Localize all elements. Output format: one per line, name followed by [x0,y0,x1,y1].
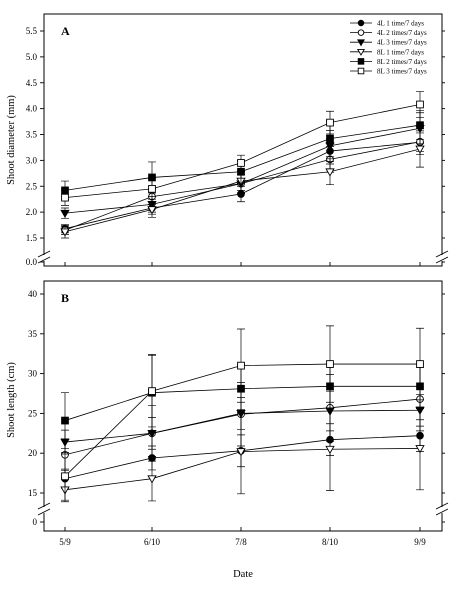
x-tick-label: 9/9 [414,537,426,547]
legend-marker [357,67,365,75]
data-point [60,209,70,218]
legend-marker [357,19,365,27]
legend-entry-6: 8L 3 times/7 days [350,68,427,76]
data-point [326,118,334,127]
legend-entry-3: 4L 3 times/7 days [350,39,427,47]
data-point [415,145,425,154]
plot-frame [43,13,443,267]
data-point [236,448,246,457]
y-tick-label: 25 [28,408,38,418]
data-point [61,472,69,481]
y-tick-label: 35 [28,329,38,339]
y-tick-label: 1.5 [26,233,38,243]
legend-marker [357,39,365,47]
legend-marker [357,48,365,56]
y-axis-break-left [37,502,51,516]
legend-marker [357,58,365,65]
panel-b-shoot-length: 0 15 20 25 30 35 40 Shoot length (cm) B [6,280,449,532]
legend-marker [357,29,365,36]
legend-entry-2: 4L 2 times/7 days [350,29,427,37]
data-point [415,445,425,454]
legend-entry-1: 4L 1 time/7 days [350,20,424,28]
legend-entry-5: 8L 2 times/7 days [350,58,427,66]
series-6 [61,325,424,501]
panel-label: B [61,291,69,305]
x-tick-label: 6/10 [144,537,161,547]
panel-label: A [61,24,70,38]
y-tick-label: 3.0 [26,155,38,165]
series-line [64,398,421,456]
series-4 [60,406,425,503]
x-axis-label: Date [233,569,253,580]
legend-label: 8L 1 time/7 days [377,48,424,56]
y-tick-label: 2.5 [26,181,38,191]
data-point [61,416,69,425]
series-line [64,448,421,491]
y-tick-label: 5.0 [26,52,38,62]
series-1 [61,419,424,489]
y-tick-label: 4.0 [26,104,38,114]
data-point [61,193,69,202]
y-tick-label: 0 [33,517,38,527]
legend-label: 8L 3 times/7 days [377,68,427,76]
data-point [416,100,424,109]
legend-label: 4L 1 time/7 days [377,20,424,28]
y-axis-break-gap [38,507,50,513]
x-tick-label: 5/9 [59,537,71,547]
y-tick-label: 0.0 [26,257,38,267]
data-point [147,206,157,215]
plot-frame [43,280,443,532]
y-tick-label: 3.5 [26,130,38,140]
x-tick-label: 8/10 [322,537,339,547]
y-tick-label: 2.0 [26,207,38,217]
y-axis-label: Shoot length (cm) [6,362,17,438]
data-point [325,168,335,177]
data-point [325,445,335,455]
y-tick-label: 30 [28,369,38,379]
data-point [148,387,156,395]
y-tick-label: 15 [28,488,38,498]
series-2 [61,366,424,472]
x-axis: 5/9 6/10 7/8 8/10 9/9 Date [59,537,426,580]
y-tick-label: 5.5 [26,26,38,36]
legend-label: 4L 3 times/7 days [377,39,427,47]
legend-entry-4: 8L 1 time/7 days [350,48,424,56]
y-axis-break-right [435,250,449,264]
y-tick-label: 20 [28,448,38,458]
legend-label: 8L 2 times/7 days [377,58,427,66]
data-point [147,475,157,484]
series-6 [61,91,424,206]
y-axis-label: Shoot diameter (mm) [6,95,17,185]
data-point [237,361,245,370]
y-axis-break-gap [38,255,50,261]
data-point [326,360,334,368]
y-axis-break-gap [436,507,448,513]
data-point [148,184,156,193]
data-point [416,121,424,130]
data-point [326,134,334,143]
y-tick-label: 4.5 [26,78,38,88]
x-tick-label: 7/8 [235,537,247,547]
data-point [416,360,424,368]
y-tick-label: 40 [28,289,38,299]
legend-label: 4L 2 times/7 days [377,29,427,37]
series-3 [60,390,425,455]
y-axis-break-right [435,502,449,516]
panel-a-shoot-diameter: 0.0 1.5 2.0 2.5 3.0 3.5 4.0 4.5 5.0 5.5 Shoot diam… [6,13,449,267]
y-axis-break-gap [436,255,448,261]
series-line [64,435,421,480]
series-line [64,363,420,477]
data-point [60,228,70,237]
data-point [237,159,245,167]
